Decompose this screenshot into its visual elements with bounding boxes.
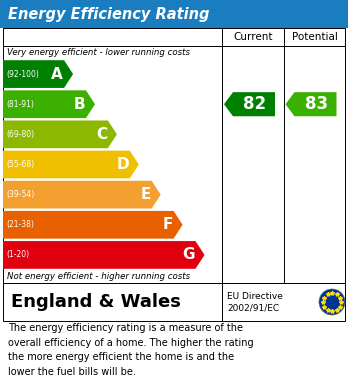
Circle shape: [319, 289, 345, 315]
Text: England & Wales: England & Wales: [11, 293, 181, 311]
Text: (92-100): (92-100): [6, 70, 39, 79]
Text: 82: 82: [244, 95, 267, 113]
Text: C: C: [96, 127, 107, 142]
Polygon shape: [3, 211, 183, 239]
Polygon shape: [224, 92, 275, 116]
Text: Very energy efficient - lower running costs: Very energy efficient - lower running co…: [7, 48, 190, 57]
Text: (1-20): (1-20): [6, 250, 29, 260]
Polygon shape: [3, 90, 95, 118]
Text: (39-54): (39-54): [6, 190, 34, 199]
Text: E: E: [140, 187, 151, 202]
Bar: [3, 28, 345, 283]
Polygon shape: [3, 241, 205, 269]
Polygon shape: [3, 151, 139, 178]
Polygon shape: [3, 60, 73, 88]
Text: (69-80): (69-80): [6, 130, 34, 139]
Text: B: B: [73, 97, 85, 112]
Text: (81-91): (81-91): [6, 100, 34, 109]
Text: (21-38): (21-38): [6, 220, 34, 229]
Text: G: G: [182, 248, 195, 262]
Text: Current: Current: [233, 32, 273, 42]
Text: The energy efficiency rating is a measure of the
overall efficiency of a home. T: The energy efficiency rating is a measur…: [8, 323, 254, 377]
Text: EU Directive
2002/91/EC: EU Directive 2002/91/EC: [227, 292, 283, 312]
Bar: [0, 0, 348, 28]
Text: Energy Efficiency Rating: Energy Efficiency Rating: [8, 7, 209, 22]
Text: Not energy efficient - higher running costs: Not energy efficient - higher running co…: [7, 272, 190, 281]
Bar: [3, 283, 345, 321]
Text: 83: 83: [305, 95, 328, 113]
Polygon shape: [3, 120, 117, 148]
Text: D: D: [116, 157, 129, 172]
Text: A: A: [52, 66, 63, 82]
Text: Potential: Potential: [292, 32, 338, 42]
Text: (55-68): (55-68): [6, 160, 34, 169]
Polygon shape: [285, 92, 337, 116]
Text: F: F: [162, 217, 173, 232]
Polygon shape: [3, 181, 161, 208]
